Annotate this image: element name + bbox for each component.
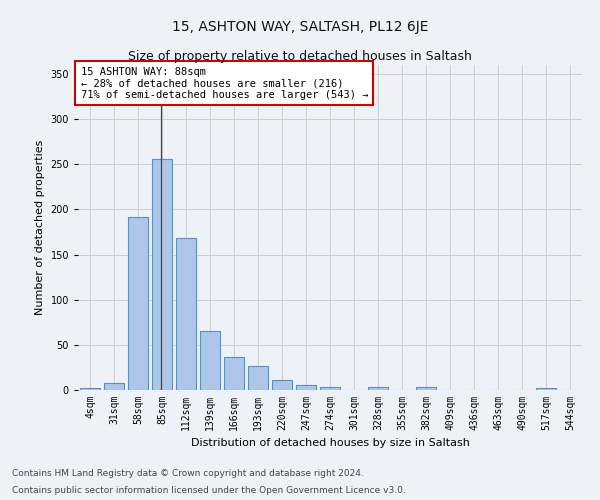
Bar <box>152 159 172 390</box>
Bar <box>368 388 388 390</box>
Bar <box>248 366 268 390</box>
Text: 15 ASHTON WAY: 88sqm
← 28% of detached houses are smaller (216)
71% of semi-deta: 15 ASHTON WAY: 88sqm ← 28% of detached h… <box>80 66 368 100</box>
Bar <box>200 332 220 390</box>
Bar <box>536 388 556 390</box>
Bar <box>176 238 196 390</box>
Bar <box>416 388 436 390</box>
Bar <box>128 216 148 390</box>
Text: Contains public sector information licensed under the Open Government Licence v3: Contains public sector information licen… <box>12 486 406 495</box>
Bar <box>224 356 244 390</box>
Text: Contains HM Land Registry data © Crown copyright and database right 2024.: Contains HM Land Registry data © Crown c… <box>12 468 364 477</box>
Bar <box>296 386 316 390</box>
Text: 15, ASHTON WAY, SALTASH, PL12 6JE: 15, ASHTON WAY, SALTASH, PL12 6JE <box>172 20 428 34</box>
Bar <box>104 383 124 390</box>
Bar <box>320 388 340 390</box>
Text: Size of property relative to detached houses in Saltash: Size of property relative to detached ho… <box>128 50 472 63</box>
X-axis label: Distribution of detached houses by size in Saltash: Distribution of detached houses by size … <box>191 438 469 448</box>
Y-axis label: Number of detached properties: Number of detached properties <box>35 140 45 315</box>
Bar <box>272 380 292 390</box>
Bar <box>80 388 100 390</box>
